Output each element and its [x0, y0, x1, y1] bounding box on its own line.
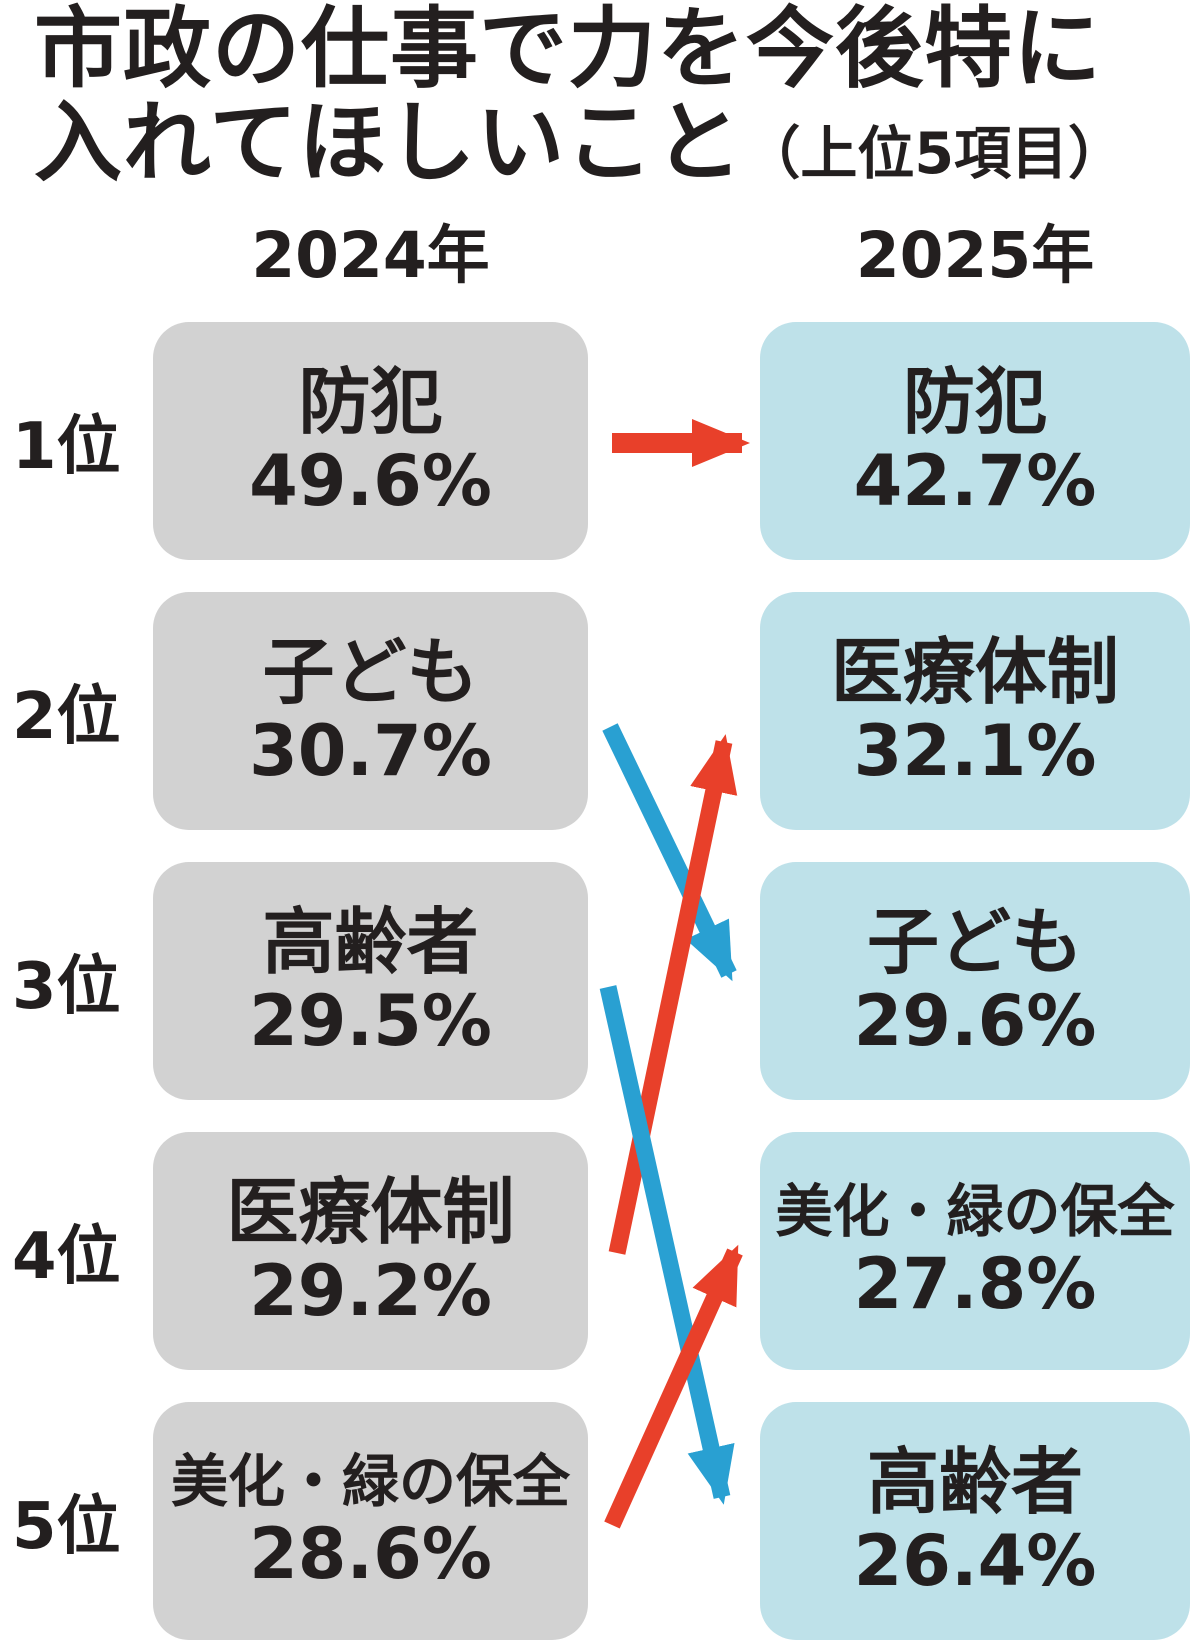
- item-name: 美化・緑の保全: [171, 1448, 570, 1515]
- item-value: 32.1%: [853, 710, 1097, 792]
- item-name: 医療体制: [830, 630, 1119, 714]
- item-value: 49.6%: [249, 440, 492, 522]
- item-value: 29.5%: [249, 980, 492, 1062]
- item-box-2025-rank4: 美化・緑の保全 27.8%: [760, 1132, 1190, 1370]
- item-value: 27.8%: [853, 1242, 1097, 1325]
- column-header-2025: 2025年: [855, 219, 1095, 292]
- item-value: 29.6%: [853, 980, 1097, 1062]
- item-value: 30.7%: [249, 710, 492, 792]
- title-line1: 市政の仕事で力を今後特に: [34, 0, 1103, 100]
- item-name: 医療体制: [226, 1170, 515, 1254]
- item-value: 28.6%: [249, 1512, 492, 1595]
- item-name: 防犯: [298, 360, 443, 444]
- rank-label-1: 1位: [12, 410, 121, 484]
- rank-label-2: 2位: [12, 680, 121, 754]
- item-name: 高齢者: [866, 1440, 1083, 1524]
- item-box-2024-rank2: 子ども 30.7%: [153, 592, 588, 830]
- rank-label-5: 5位: [12, 1490, 121, 1564]
- item-name: 美化・緑の保全: [775, 1178, 1175, 1245]
- page-title: 市政の仕事で力を今後特に 入れてほしいこと（上位5項目）: [34, 0, 1194, 190]
- item-name: 子ども: [262, 630, 479, 714]
- title-line2: 入れてほしいこと（上位5項目）: [34, 96, 1194, 190]
- item-name: 防犯: [902, 360, 1047, 444]
- item-value: 26.4%: [853, 1520, 1097, 1602]
- title-line2-sub: （上位5項目）: [743, 121, 1126, 188]
- item-box-2025-rank5: 高齢者 26.4%: [760, 1402, 1190, 1640]
- item-box-2024-rank5: 美化・緑の保全 28.6%: [153, 1402, 588, 1640]
- item-box-2025-rank1: 防犯 42.7%: [760, 322, 1190, 560]
- item-box-2024-rank3: 高齢者 29.5%: [153, 862, 588, 1100]
- item-name: 高齢者: [262, 900, 479, 984]
- arrow-down-koreisha: [599, 985, 735, 1505]
- column-header-2024: 2024年: [251, 219, 490, 292]
- item-box-2024-rank4: 医療体制 29.2%: [153, 1132, 588, 1370]
- item-box-2025-rank2: 医療体制 32.1%: [760, 592, 1190, 830]
- arrow-down-kodomo: [602, 723, 737, 982]
- rank-label-4: 4位: [12, 1220, 121, 1294]
- item-box-2025-rank3: 子ども 29.6%: [760, 862, 1190, 1100]
- item-box-2024-rank1: 防犯 49.6%: [153, 322, 588, 560]
- rank-label-3: 3位: [12, 950, 121, 1024]
- arrow-up-bika-midori: [604, 1244, 743, 1529]
- item-value: 42.7%: [853, 440, 1097, 522]
- item-name: 子ども: [866, 900, 1083, 984]
- item-value: 29.2%: [249, 1250, 492, 1332]
- title-line2-main: 入れてほしいこと: [34, 91, 744, 195]
- arrow-up-iryotaisei: [608, 734, 738, 1255]
